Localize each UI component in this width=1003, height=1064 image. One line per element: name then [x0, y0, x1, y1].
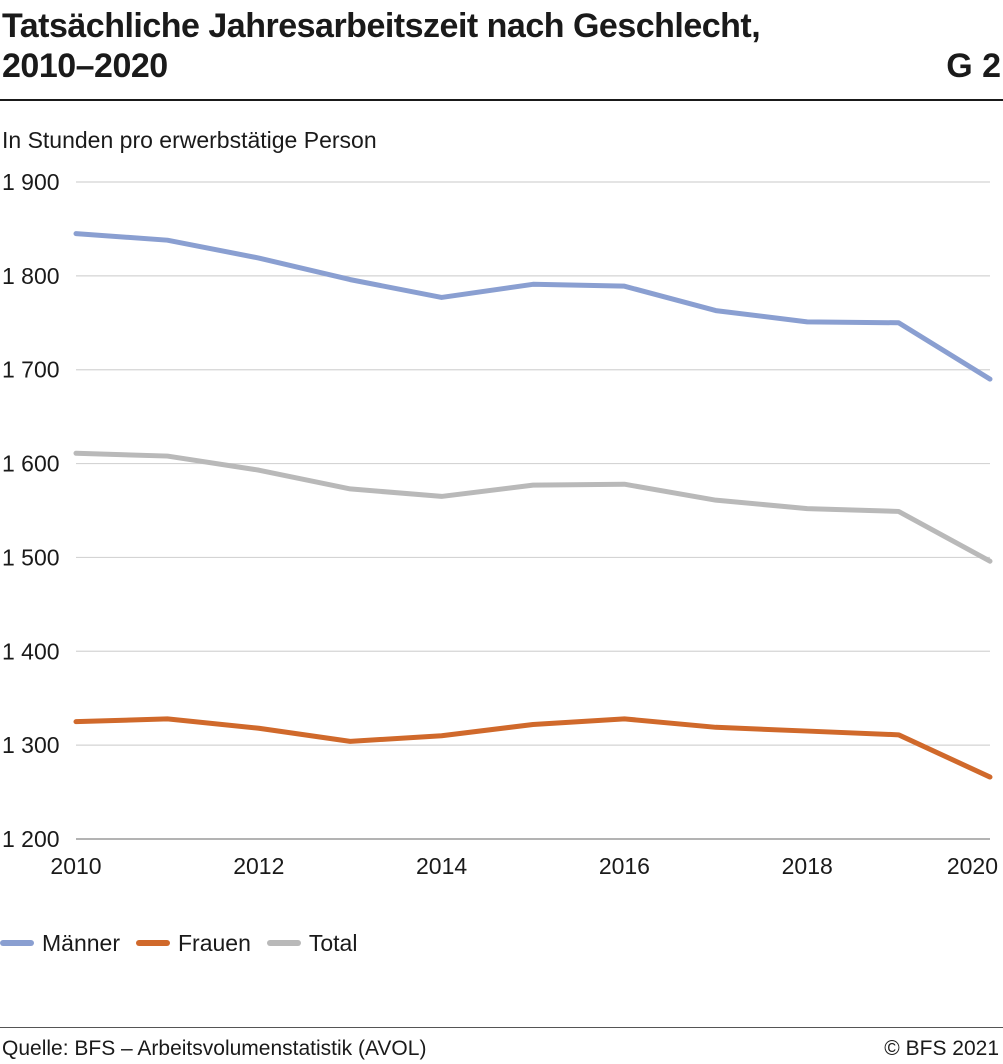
figure-id: G 2 [946, 47, 1001, 85]
legend-label-maenner: Männer [42, 930, 120, 956]
y-tick-label: 1 300 [2, 732, 60, 758]
y-tick-label: 1 200 [2, 826, 60, 852]
x-tick-label: 2020 [947, 853, 998, 879]
x-tick-label: 2012 [233, 853, 284, 879]
x-tick-label: 2014 [416, 853, 467, 879]
y-tick-label: 1 900 [2, 169, 60, 195]
copyright-note: © BFS 2021 [884, 1037, 999, 1060]
x-axis-ticks: 2010 2012 2014 2016 2018 2020 [50, 853, 998, 879]
series-line-maenner [73, 231, 993, 382]
x-tick-label: 2016 [599, 853, 650, 879]
x-tick-label: 2018 [782, 853, 833, 879]
footer-divider [0, 1027, 1003, 1028]
y-axis-unit-label: In Stunden pro erwerbstätige Person [2, 127, 377, 153]
line-chart: 1 200 1 300 1 400 1 500 1 600 1 700 1 800 1 900… [2, 169, 998, 879]
legend-item-frauen: Frauen [135, 929, 251, 957]
source-note: Quelle: BFS – Arbeitsvolumenstatistik (A… [2, 1037, 427, 1060]
legend-swatch-maenner [0, 940, 34, 946]
y-tick-label: 1 800 [2, 263, 60, 289]
legend-item-total: Total [266, 929, 358, 957]
x-tick-label: 2010 [50, 853, 101, 879]
legend-label-total: Total [308, 930, 358, 956]
chart-title-line-2: 2010–2020 [2, 47, 168, 85]
y-axis-ticks: 1 200 1 300 1 400 1 500 1 600 1 700 1 800 1 900 [2, 169, 60, 852]
chart-title-line-1: Tatsächliche Jahresarbeitszeit nach Gesc… [2, 7, 761, 45]
legend: Männer Frauen Total [0, 928, 373, 958]
legend-item-maenner: Männer [0, 929, 120, 957]
y-tick-label: 1 700 [2, 357, 60, 383]
legend-label-frauen: Frauen [177, 930, 251, 956]
legend-swatch-frauen [135, 940, 170, 946]
series-line-total [73, 450, 993, 564]
y-tick-label: 1 500 [2, 544, 60, 570]
header-divider [0, 99, 1003, 101]
series-lines [73, 231, 993, 780]
chart-title: Tatsächliche Jahresarbeitszeit nach Gesc… [2, 6, 882, 86]
series-line-frauen [73, 716, 993, 780]
y-tick-label: 1 600 [2, 451, 60, 477]
legend-swatch-total [266, 940, 301, 946]
y-tick-label: 1 400 [2, 638, 60, 664]
